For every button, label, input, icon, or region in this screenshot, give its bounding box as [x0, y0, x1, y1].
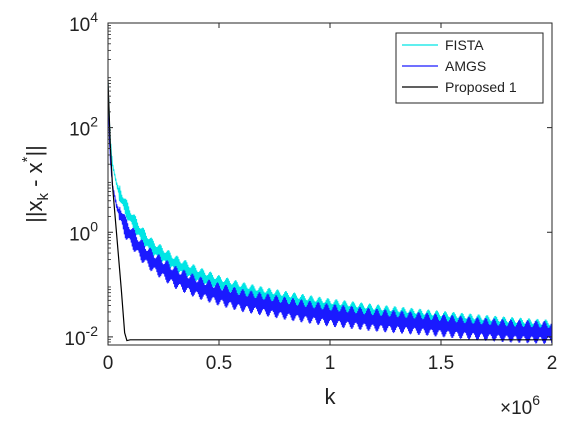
x-exponent-base: ×10: [500, 398, 532, 419]
x-axis-label: k: [325, 384, 337, 409]
x-exponent-sup: 6: [532, 392, 540, 408]
series-line-fista: [108, 78, 552, 339]
y-tick-label: 100: [69, 218, 98, 245]
series-line-proposed-1: [108, 80, 552, 342]
y-label-sub: k: [35, 192, 52, 200]
ticks-layer: 0 0.5 1 1.5 2 10-2 100 102 104: [64, 9, 557, 374]
y-tick-label: 10-2: [64, 323, 98, 350]
legend-label: Proposed 1: [445, 79, 517, 95]
y-label-base: ||x: [22, 200, 47, 222]
series-layer: [108, 78, 552, 344]
y-tick-label: 102: [69, 114, 98, 141]
legend: FISTA AMGS Proposed 1: [395, 32, 544, 104]
y-label-mid: - x: [22, 162, 47, 193]
legend-label: FISTA: [445, 37, 484, 53]
y-label-end: ||: [22, 145, 47, 156]
x-tick-label: 1.5: [428, 353, 454, 374]
x-tick-label: 1: [325, 353, 336, 374]
series-line-amgs: [108, 99, 552, 344]
y-axis-label: ||xk - x*||: [19, 145, 52, 223]
legend-label: AMGS: [445, 58, 486, 74]
x-tick-label: 0: [103, 353, 114, 374]
x-axis-exponent: ×106: [500, 392, 540, 419]
x-tick-label: 0.5: [206, 353, 232, 374]
y-label-sup: *: [19, 156, 36, 162]
x-tick-label: 2: [547, 353, 558, 374]
y-tick-label: 104: [69, 9, 98, 36]
